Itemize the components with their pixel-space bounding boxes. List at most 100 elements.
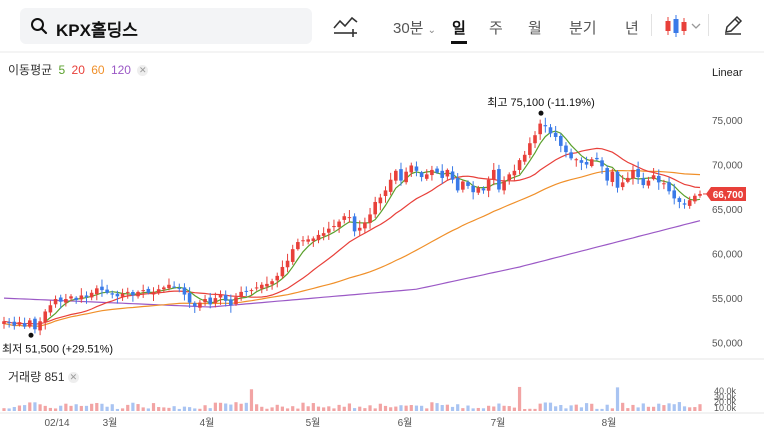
candle-body <box>424 174 429 179</box>
candle-body <box>646 180 651 186</box>
candle-body <box>610 171 615 182</box>
candle-body <box>84 295 89 298</box>
candle-body <box>569 152 573 159</box>
candle-body <box>69 296 73 299</box>
candle-body <box>290 249 295 262</box>
stock-search-box[interactable]: KPX홀딩스 <box>20 8 312 44</box>
volume-bar <box>512 407 516 411</box>
candle-body <box>651 175 656 180</box>
candle-body <box>677 198 682 202</box>
volume-bar <box>342 406 346 411</box>
candle-body <box>244 290 249 292</box>
candle-body <box>74 297 78 300</box>
timeframe-year[interactable]: 년 <box>625 20 639 37</box>
ma-20-label: 20 <box>71 63 85 77</box>
search-icon[interactable] <box>30 17 48 35</box>
volume-bar <box>28 402 32 411</box>
candle-body <box>419 172 424 178</box>
volume-bar <box>100 403 104 411</box>
volume-bar <box>347 403 352 411</box>
candle-body <box>79 295 84 300</box>
candle-body <box>507 174 512 181</box>
timeframe-week[interactable]: 주 <box>489 20 503 37</box>
volume-bar <box>23 405 27 411</box>
price-tick-label: 60,000 <box>712 250 743 261</box>
candle-body <box>378 197 383 204</box>
volume-bar <box>84 405 89 411</box>
candle-body <box>693 195 697 202</box>
candle-body <box>192 303 197 307</box>
candle-body <box>218 294 223 298</box>
volume-bar <box>146 408 150 411</box>
volume-bar <box>270 407 274 411</box>
volume-bar <box>435 403 439 411</box>
candle-body <box>559 135 563 146</box>
candle-body <box>162 287 166 290</box>
candle-body <box>476 187 481 193</box>
candle-body <box>223 294 228 301</box>
candle-body <box>146 288 151 293</box>
volume-bar <box>605 404 609 411</box>
candle-body <box>656 175 661 183</box>
ma-60-line <box>3 169 701 328</box>
candle-body <box>213 298 218 303</box>
volume-bar <box>193 408 197 411</box>
timeframe-day[interactable]: 일 <box>451 17 467 44</box>
volume-bar <box>208 408 212 411</box>
drawing-tool-icon[interactable] <box>333 14 359 38</box>
candle-body <box>502 181 506 191</box>
candle-body <box>522 154 527 162</box>
candle-body <box>352 216 357 232</box>
volume-bar <box>399 405 403 411</box>
candle-body <box>7 322 11 324</box>
candle-body <box>435 168 439 173</box>
scale-type-button[interactable]: Linear <box>712 67 743 79</box>
timeframe-month[interactable]: 월 <box>528 20 542 37</box>
close-icon[interactable]: ✕ <box>137 65 149 77</box>
candle-body <box>115 293 120 297</box>
volume-bar <box>136 404 140 411</box>
volume-bar <box>352 408 357 411</box>
pencil-icon[interactable] <box>722 14 744 36</box>
volume-bar <box>316 406 321 411</box>
volume-bar <box>301 402 305 411</box>
candle-body <box>120 293 125 297</box>
volume-bar <box>126 404 130 411</box>
volume-bar <box>188 407 192 411</box>
current-price-badge <box>706 186 746 201</box>
price-tick-label: 75,000 <box>712 116 743 127</box>
candle-body <box>626 177 630 182</box>
volume-bar <box>383 405 388 411</box>
volume-bar <box>265 408 269 411</box>
candles <box>2 117 702 411</box>
candle-type-icon[interactable] <box>664 13 704 39</box>
volume-bar <box>167 407 171 411</box>
timeframe-30min[interactable]: 30분 ⌄ <box>393 17 436 38</box>
volume-bar <box>249 389 254 411</box>
candle-body <box>528 143 532 155</box>
volume-bar <box>538 403 542 411</box>
volume-bar <box>79 405 83 411</box>
volume-bar <box>590 403 594 411</box>
volume-bar <box>43 405 47 411</box>
volume-bar <box>481 408 486 411</box>
candle-body <box>301 240 305 242</box>
candle-body <box>491 169 496 180</box>
volume-bar <box>53 408 58 411</box>
candle-body <box>450 171 455 180</box>
high-annotation: 최고 75,100 (-11.19%) <box>487 96 594 109</box>
moving-average-legend: 이동평균 5 20 60 120 ✕ <box>8 61 151 78</box>
volume-bar <box>672 404 676 411</box>
candle-body <box>53 299 58 305</box>
volume-bar <box>409 405 413 411</box>
candle-body <box>172 286 176 288</box>
volume-bar <box>559 404 563 411</box>
ma-20-line <box>3 147 701 325</box>
candle-body <box>249 290 254 292</box>
close-icon[interactable]: ✕ <box>67 372 79 384</box>
volume-bar <box>110 404 114 411</box>
volume-bar <box>554 406 558 411</box>
timeframe-quarter[interactable]: 분기 <box>569 20 597 37</box>
volume-bar <box>120 408 125 411</box>
